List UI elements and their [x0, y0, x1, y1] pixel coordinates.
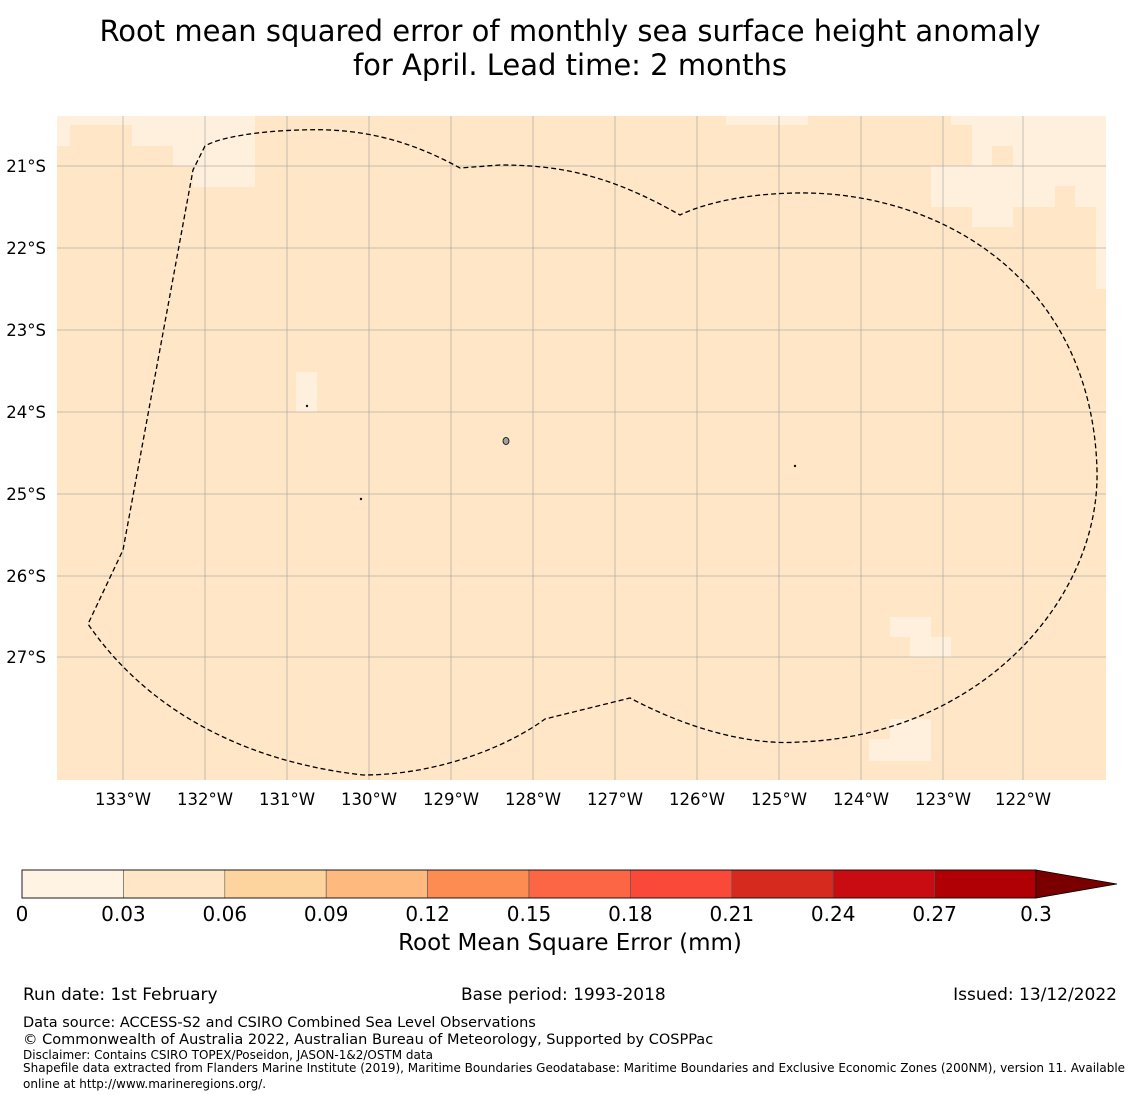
lat-tick-label: 21°S — [6, 157, 46, 176]
colorbar-tick-labels: 0 0.03 0.06 0.09 0.12 0.15 0.18 0.21 0.24 0.27 0.3 — [16, 902, 1052, 926]
low-rmse-cell — [931, 186, 1055, 207]
colorbar-tick-label: 0.12 — [405, 902, 450, 926]
low-rmse-cell — [931, 166, 1106, 186]
colorbar-tick-label: 0.03 — [101, 902, 146, 926]
low-rmse-cell — [70, 116, 132, 125]
colorbar-segment — [934, 869, 1037, 899]
low-rmse-cell — [173, 146, 255, 166]
issued-date: Issued: 13/12/2022 — [953, 985, 1117, 1005]
lon-tick-label: 125°W — [751, 790, 807, 809]
low-rmse-cell — [972, 207, 1013, 227]
low-rmse-cell — [1075, 186, 1106, 207]
colorbar-segment — [731, 869, 834, 899]
colorbar-tick-label: 0.06 — [203, 902, 248, 926]
lat-tick-label: 27°S — [6, 648, 46, 667]
graticule — [57, 116, 1106, 780]
colorbar-segment — [528, 869, 631, 899]
lon-tick-label: 132°W — [177, 790, 233, 809]
low-rmse-cell — [972, 125, 1106, 146]
colorbar-tick-label: 0.21 — [710, 902, 755, 926]
colorbar-label: Root Mean Square Error (mm) — [398, 930, 742, 956]
lon-tick-label: 130°W — [341, 790, 397, 809]
low-rmse-cell — [132, 116, 255, 146]
lon-tick-label: 131°W — [259, 790, 315, 809]
island — [502, 437, 510, 445]
shapefile-credit-line-2: online at http://www.marineregions.org/. — [23, 1077, 267, 1091]
lon-tick-label: 128°W — [505, 790, 561, 809]
colorbar-tick-label: 0.27 — [912, 902, 957, 926]
colorbar-segment — [630, 869, 733, 899]
data-source: Data source: ACCESS-S2 and CSIRO Combine… — [23, 1015, 536, 1031]
lon-tick-label: 124°W — [833, 790, 889, 809]
lat-tick-label: 23°S — [6, 321, 46, 340]
colorbar: 0 0.03 0.06 0.09 0.12 0.15 0.18 0.21 0.24 0.27 0.3 — [16, 869, 1118, 926]
title-line-1: Root mean squared error of monthly sea s… — [99, 14, 1041, 48]
colorbar-segment — [21, 869, 124, 899]
low-rmse-cell — [951, 116, 1106, 125]
lat-tick-labels: 21°S 22°S 23°S 24°S 25°S 26°S 27°S — [6, 157, 46, 667]
colorbar-tick-label: 0.15 — [507, 902, 552, 926]
low-rmse-cell — [890, 617, 931, 637]
colorbar-tick-label: 0.3 — [1020, 902, 1052, 926]
lat-tick-label: 24°S — [6, 403, 46, 422]
lon-tick-label: 122°W — [995, 790, 1051, 809]
credits: Data source: ACCESS-S2 and CSIRO Combine… — [23, 1015, 1138, 1091]
rmse-field-background — [57, 116, 1106, 780]
map-title: Root mean squared error of monthly sea s… — [0, 14, 1140, 82]
colorbar-segment — [123, 869, 226, 899]
map-panel: 21°S 22°S 23°S 24°S 25°S 26°S 27°S 133°W… — [6, 116, 1106, 809]
lon-tick-label: 126°W — [669, 790, 725, 809]
colorbar-tick-label: 0.09 — [304, 902, 349, 926]
colorbar-tick-label: 0.24 — [811, 902, 856, 926]
island — [359, 497, 363, 501]
low-rmse-cell — [296, 372, 317, 412]
low-rmse-cell — [910, 637, 951, 657]
colorbar-segment — [224, 869, 327, 899]
islands — [305, 404, 797, 501]
low-rmse-cell — [1013, 146, 1106, 166]
base-period: Base period: 1993-2018 — [461, 985, 666, 1005]
lon-tick-label: 129°W — [423, 790, 479, 809]
lon-tick-label: 123°W — [915, 790, 971, 809]
colorbar-segment — [325, 869, 428, 899]
colorbar-tick-label: 0 — [16, 902, 29, 926]
lon-tick-label: 133°W — [95, 790, 151, 809]
low-rmse-cell — [972, 146, 992, 166]
disclaimer: Disclaimer: Contains CSIRO TOPEX/Poseido… — [23, 1048, 433, 1062]
title-line-2: for April. Lead time: 2 months — [352, 48, 788, 82]
lat-tick-label: 22°S — [6, 239, 46, 258]
lon-tick-labels: 133°W 132°W 131°W 130°W 129°W 128°W 127°… — [95, 790, 1051, 809]
colorbar-segment — [427, 869, 530, 899]
eez-boundary — [87, 129, 1098, 776]
island — [793, 464, 797, 468]
low-rmse-cells — [57, 116, 1106, 761]
island — [305, 404, 309, 408]
colorbar-tick-label: 0.18 — [608, 902, 653, 926]
map-field — [57, 116, 1106, 780]
low-rmse-cell — [869, 739, 931, 761]
lon-tick-label: 127°W — [587, 790, 643, 809]
low-rmse-cell — [726, 116, 808, 125]
lat-tick-label: 26°S — [6, 567, 46, 586]
colorbar-segments — [21, 869, 1037, 899]
lat-tick-label: 25°S — [6, 485, 46, 504]
copyright: © Commonwealth of Australia 2022, Austra… — [23, 1032, 714, 1048]
run-date: Run date: 1st February — [23, 985, 218, 1005]
low-rmse-cell — [57, 116, 70, 146]
colorbar-segment — [832, 869, 935, 899]
low-rmse-cell — [193, 166, 255, 187]
shapefile-credit-line-1: Shapefile data extracted from Flanders M… — [23, 1061, 1126, 1075]
colorbar-extend-arrow — [1035, 869, 1118, 899]
